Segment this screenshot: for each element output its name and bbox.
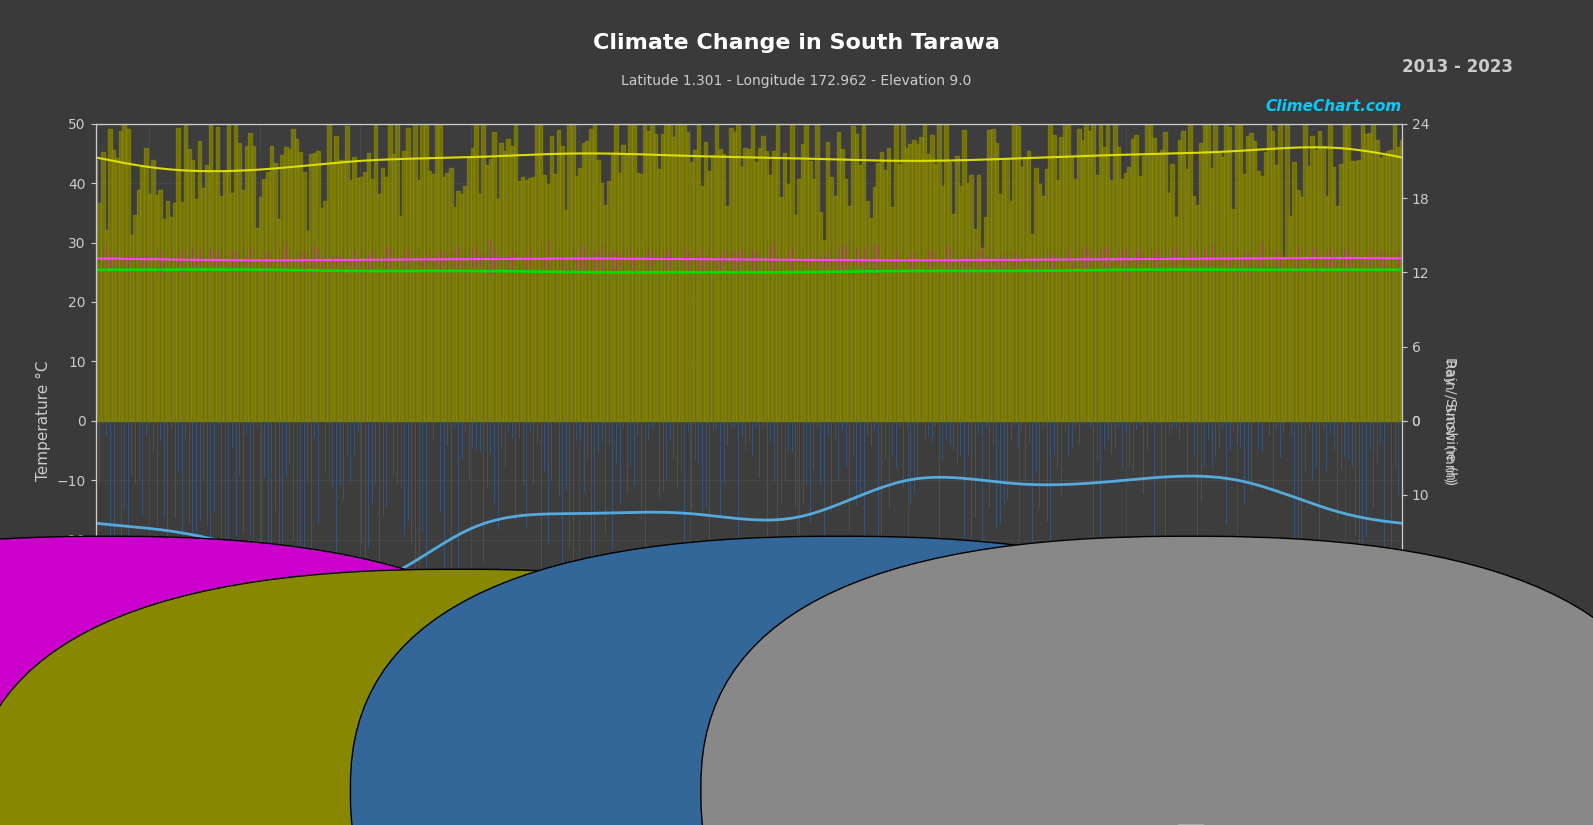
Text: Latitude 1.301 - Longitude 172.962 - Elevation 9.0: Latitude 1.301 - Longitude 172.962 - Ele… — [621, 74, 972, 88]
Text: ClimeChart.com: ClimeChart.com — [1265, 99, 1402, 114]
Text: Temperature °C: Temperature °C — [96, 748, 218, 762]
Text: Monthly average: Monthly average — [860, 818, 965, 825]
Text: Monthly average: Monthly average — [1211, 818, 1316, 825]
Y-axis label: Rain / Snow (mm): Rain / Snow (mm) — [1443, 359, 1458, 483]
Text: Rain (mm): Rain (mm) — [828, 748, 910, 762]
Text: Daylight per day: Daylight per day — [478, 785, 583, 799]
Text: Rain per day: Rain per day — [860, 785, 940, 799]
Text: Sunshine per day: Sunshine per day — [478, 818, 588, 825]
Text: Range min / max per day: Range min / max per day — [127, 785, 287, 799]
Text: Monthly average: Monthly average — [127, 818, 233, 825]
Y-axis label: Day / Sunshine (h): Day / Sunshine (h) — [1443, 356, 1458, 485]
Text: Snow per day: Snow per day — [1211, 785, 1297, 799]
Text: Day / Sunshine (h): Day / Sunshine (h) — [446, 748, 589, 762]
Text: Climate Change in South Tarawa: Climate Change in South Tarawa — [593, 33, 1000, 53]
Text: ClimeChart.com: ClimeChart.com — [202, 658, 339, 673]
Text: Snow (mm): Snow (mm) — [1179, 748, 1268, 762]
Text: © ClimeChart.com: © ClimeChart.com — [1408, 807, 1513, 817]
Text: 2013 - 2023: 2013 - 2023 — [1402, 58, 1513, 76]
Y-axis label: Temperature °C: Temperature °C — [37, 361, 51, 481]
